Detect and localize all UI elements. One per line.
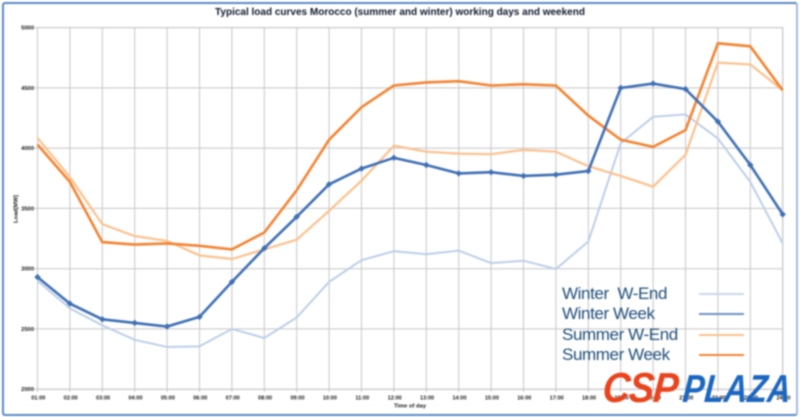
svg-text:24:00: 24:00 — [776, 396, 790, 402]
svg-text:21:00: 21:00 — [679, 396, 693, 402]
svg-text:13:00: 13:00 — [420, 396, 434, 402]
svg-text:2000: 2000 — [21, 387, 34, 393]
svg-text:02:00: 02:00 — [64, 396, 78, 402]
svg-text:Time of day: Time of day — [394, 404, 427, 410]
svg-text:10:00: 10:00 — [323, 396, 337, 402]
svg-text:Load[MW]: Load[MW] — [14, 195, 20, 223]
svg-text:18:00: 18:00 — [582, 396, 596, 402]
svg-text:01:00: 01:00 — [31, 396, 45, 402]
svg-text:15:00: 15:00 — [485, 396, 499, 402]
svg-text:03:00: 03:00 — [96, 396, 110, 402]
svg-text:22:00: 22:00 — [712, 396, 726, 402]
svg-text:11:00: 11:00 — [355, 396, 369, 402]
svg-text:12:00: 12:00 — [388, 396, 402, 402]
svg-text:3000: 3000 — [21, 267, 34, 273]
svg-text:3500: 3500 — [21, 206, 34, 212]
svg-text:5000: 5000 — [21, 26, 34, 32]
svg-text:08:00: 08:00 — [258, 396, 272, 402]
svg-text:07:00: 07:00 — [226, 396, 240, 402]
svg-text:14:00: 14:00 — [452, 396, 466, 402]
svg-text:20:00: 20:00 — [647, 396, 661, 402]
svg-text:09:00: 09:00 — [290, 396, 304, 402]
svg-text:4500: 4500 — [21, 86, 34, 92]
svg-text:23:00: 23:00 — [744, 396, 758, 402]
svg-text:16:00: 16:00 — [517, 396, 531, 402]
svg-text:17:00: 17:00 — [550, 396, 564, 402]
svg-text:2500: 2500 — [21, 327, 34, 333]
svg-text:4000: 4000 — [21, 146, 34, 152]
svg-text:04:00: 04:00 — [128, 396, 142, 402]
svg-text:19:00: 19:00 — [614, 396, 628, 402]
svg-text:06:00: 06:00 — [193, 396, 207, 402]
svg-text:05:00: 05:00 — [161, 396, 175, 402]
